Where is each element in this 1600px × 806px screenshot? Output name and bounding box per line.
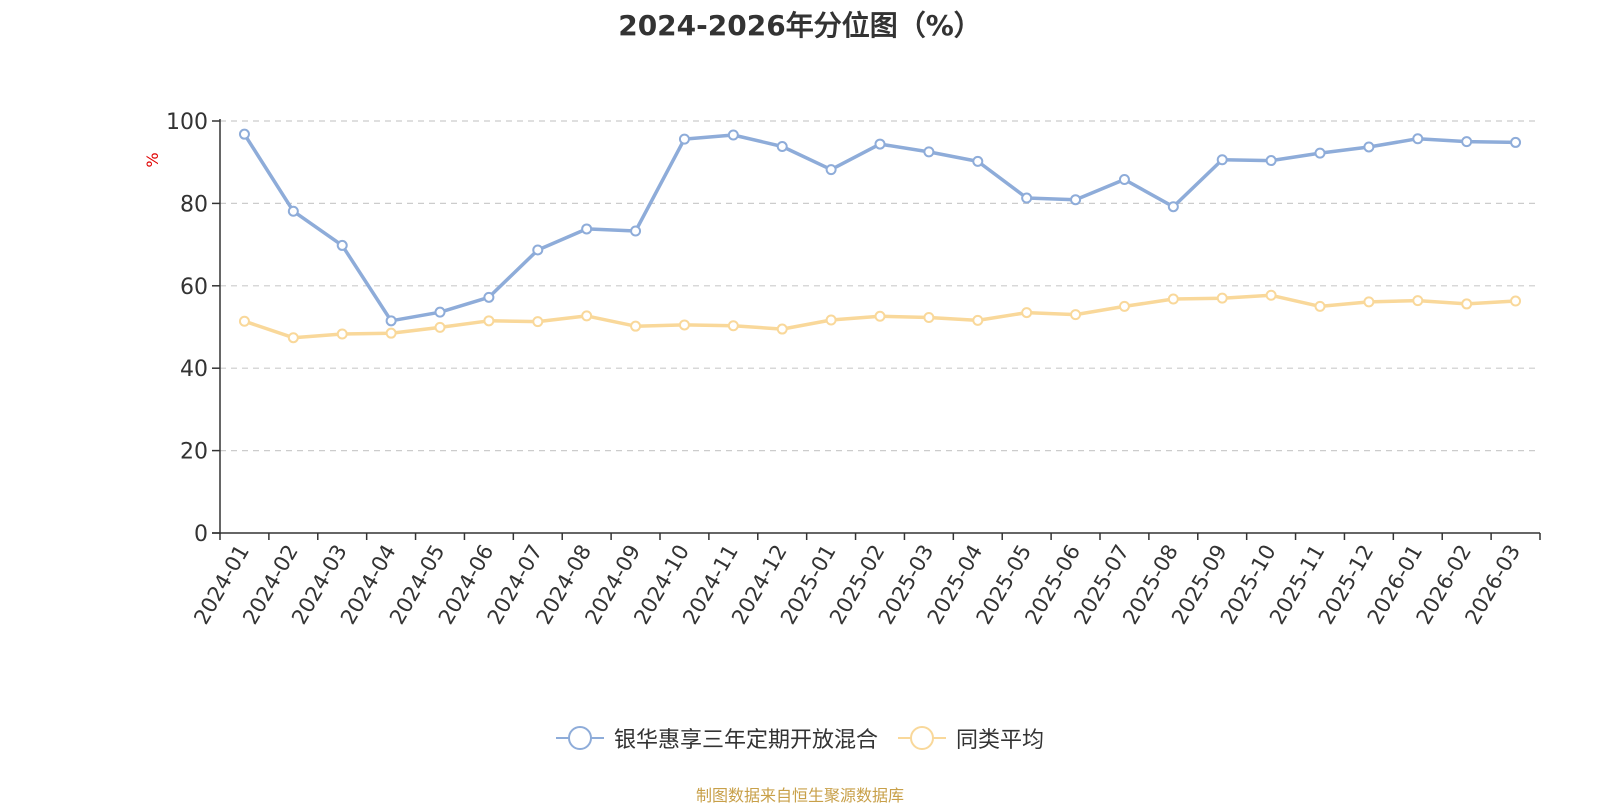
- data-point: [678, 319, 690, 331]
- data-point: [1021, 307, 1033, 319]
- data-point: [825, 314, 837, 326]
- data-point: [238, 128, 250, 140]
- data-point: [434, 321, 446, 333]
- source-note: 制图数据来自恒生聚源数据库: [695, 786, 904, 805]
- data-point: [630, 225, 642, 237]
- data-point: [1363, 141, 1375, 153]
- y-tick-label: 40: [180, 357, 208, 382]
- chart-title: 2024-2026年分位图（%）: [618, 9, 982, 42]
- data-point: [776, 141, 788, 153]
- data-point: [1314, 300, 1326, 312]
- data-point: [1461, 136, 1473, 148]
- data-point: [727, 320, 739, 332]
- data-point: [1265, 289, 1277, 301]
- data-point: [1216, 154, 1228, 166]
- data-point: [874, 138, 886, 150]
- y-axis-label: %: [143, 152, 162, 167]
- data-point: [825, 164, 837, 176]
- data-point: [1167, 293, 1179, 305]
- data-point: [923, 146, 935, 158]
- data-point: [238, 315, 250, 327]
- data-point: [483, 291, 495, 303]
- data-point: [336, 239, 348, 251]
- data-point: [1412, 295, 1424, 307]
- legend-label-peer-average: 同类平均: [956, 728, 1045, 753]
- data-point: [1070, 309, 1082, 321]
- y-tick-label: 80: [180, 192, 208, 217]
- data-point: [1118, 174, 1130, 186]
- data-point: [1021, 192, 1033, 204]
- data-point: [1510, 295, 1522, 307]
- data-point: [385, 315, 397, 327]
- y-tick-label: 20: [180, 440, 208, 465]
- data-point: [874, 310, 886, 322]
- legend: 银华惠享三年定期开放混合 同类平均: [0, 722, 1600, 754]
- data-point: [532, 316, 544, 328]
- data-point: [287, 205, 299, 217]
- series-line-0: [242, 132, 1518, 323]
- data-point: [434, 306, 446, 318]
- data-point: [1314, 147, 1326, 159]
- data-point: [581, 310, 593, 322]
- data-point: [581, 223, 593, 235]
- legend-label-fund: 银华惠享三年定期开放混合: [613, 728, 878, 753]
- data-point: [630, 320, 642, 332]
- data-point: [483, 315, 495, 327]
- data-point: [1510, 136, 1522, 148]
- data-point: [776, 323, 788, 335]
- data-point: [1461, 298, 1473, 310]
- data-point: [727, 129, 739, 141]
- series-lines: [238, 128, 1522, 344]
- data-point: [1118, 300, 1130, 312]
- data-point: [972, 155, 984, 167]
- data-point: [1167, 201, 1179, 213]
- data-point: [972, 314, 984, 326]
- data-point: [385, 327, 397, 339]
- data-point: [678, 133, 690, 145]
- legend-marker-peer-average: [898, 726, 946, 750]
- data-point: [1265, 155, 1277, 167]
- data-point: [336, 328, 348, 340]
- legend-item-fund[interactable]: 银华惠享三年定期开放混合: [555, 722, 878, 754]
- data-point: [1070, 194, 1082, 206]
- grid-lines: [220, 120, 1540, 452]
- legend-item-peer-average[interactable]: 同类平均: [898, 722, 1044, 754]
- legend-marker-fund: [555, 726, 604, 750]
- data-point: [287, 332, 299, 344]
- y-tick-label: 60: [180, 275, 208, 300]
- y-tick-label: 100: [166, 110, 208, 135]
- axes: 0204060801002024-012024-022024-032024-04…: [166, 110, 1541, 628]
- data-point: [923, 312, 935, 324]
- data-point: [1412, 133, 1424, 145]
- data-point: [532, 244, 544, 256]
- data-point: [1216, 292, 1228, 304]
- y-tick-label: 0: [194, 522, 208, 547]
- data-point: [1363, 296, 1375, 308]
